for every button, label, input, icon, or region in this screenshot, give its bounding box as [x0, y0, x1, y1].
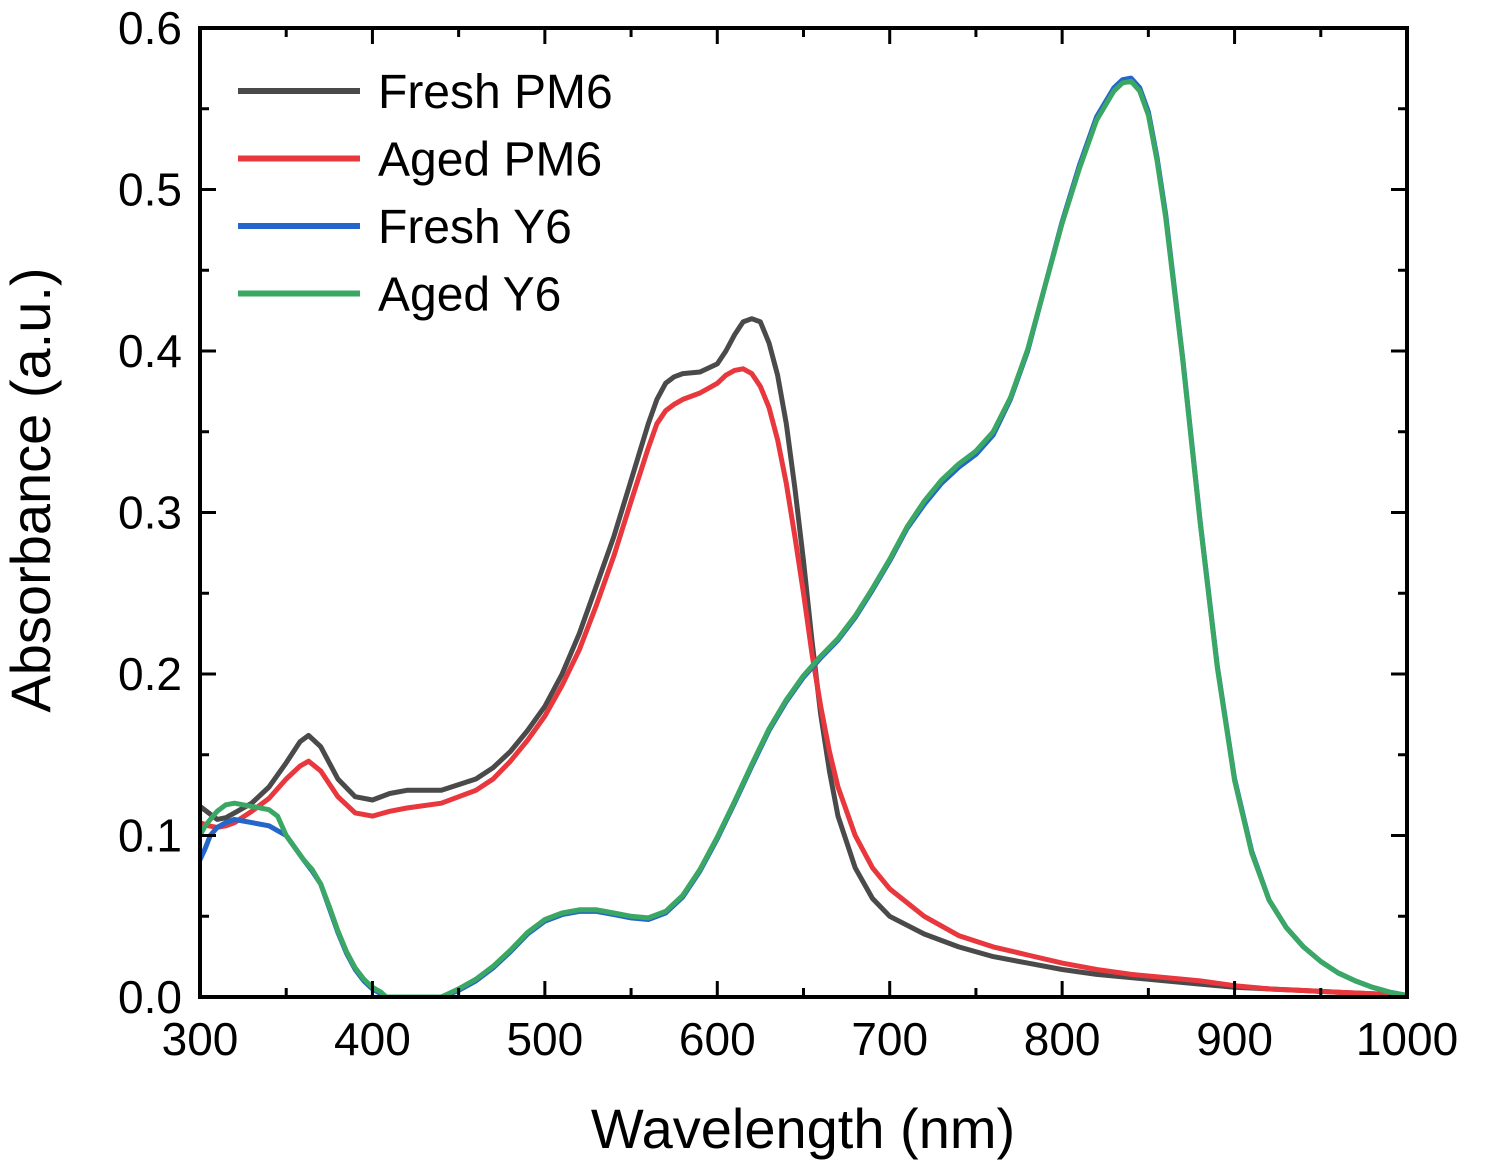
x-axis-title: Wavelength (nm) [591, 1097, 1015, 1160]
plot-frame [198, 26, 1409, 999]
legend-label-fresh-pm6: Fresh PM6 [378, 66, 613, 119]
x-tick-label: 500 [506, 1013, 583, 1065]
legend: Fresh PM6 Aged PM6 Fresh Y6 Aged Y6 [238, 66, 613, 322]
x-tick-label: 300 [162, 1013, 239, 1065]
series-line-aged-y6 [200, 78, 1407, 997]
legend-label-aged-pm6: Aged PM6 [378, 134, 602, 187]
y-tick-label: 0.3 [118, 487, 182, 539]
x-tick-label: 400 [334, 1013, 411, 1065]
series-line-aged-pm6 [200, 366, 1407, 997]
series-line-fresh-pm6 [200, 316, 1407, 997]
x-tick-label: 800 [1024, 1013, 1101, 1065]
x-tick-label: 1000 [1356, 1013, 1458, 1065]
x-tick-label: 600 [679, 1013, 756, 1065]
legend-label-aged-y6: Aged Y6 [378, 269, 561, 322]
y-tick-label: 0.1 [118, 810, 182, 862]
x-tick-label: 900 [1196, 1013, 1273, 1065]
y-tick-label: 0.4 [118, 325, 182, 377]
y-axis-title: Absorbance (a.u.) [0, 267, 62, 712]
y-tick-label: 0.6 [118, 2, 182, 54]
series-layer [200, 75, 1407, 997]
legend-label-fresh-y6: Fresh Y6 [378, 201, 572, 254]
tick-labels: 300 400 500 600 700 800 900 1000 0.0 0.1 0.2 0.3 0.4… [118, 2, 1458, 1065]
x-tick-label: 700 [851, 1013, 928, 1065]
y-tick-label: 0.5 [118, 164, 182, 216]
y-tick-label: 0.2 [118, 648, 182, 700]
y-tick-label: 0.0 [118, 971, 182, 1023]
